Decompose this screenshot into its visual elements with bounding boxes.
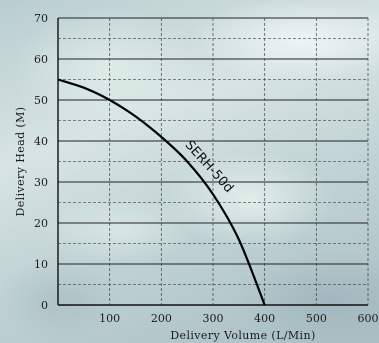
y-tick-label: 40 (34, 135, 48, 148)
x-tick-label: 200 (151, 312, 172, 325)
y-tick-label: 30 (34, 176, 48, 189)
x-tick-label: 400 (254, 312, 275, 325)
x-tick-label: 300 (203, 312, 224, 325)
x-tick-label: 100 (99, 312, 120, 325)
y-tick-label: 0 (41, 299, 48, 312)
series-line (57, 78, 266, 306)
y-tick-label: 10 (34, 258, 48, 271)
axes (57, 18, 368, 306)
y-tick-label: 50 (34, 94, 48, 107)
x-tick-labels: 100 200 300 400 500 600 (99, 312, 378, 325)
x-tick-label: 500 (306, 312, 327, 325)
y-tick-labels: 0 10 20 30 40 50 60 70 (34, 12, 48, 312)
x-tick-label: 600 (358, 312, 379, 325)
grid-lines (58, 17, 369, 305)
y-tick-label: 70 (34, 12, 48, 25)
y-tick-label: 60 (34, 53, 48, 66)
x-axis-title: Delivery Volume (L/Min) (170, 329, 315, 342)
y-tick-label: 20 (34, 217, 48, 230)
y-axis-title: Delivery Head (M) (14, 107, 27, 217)
